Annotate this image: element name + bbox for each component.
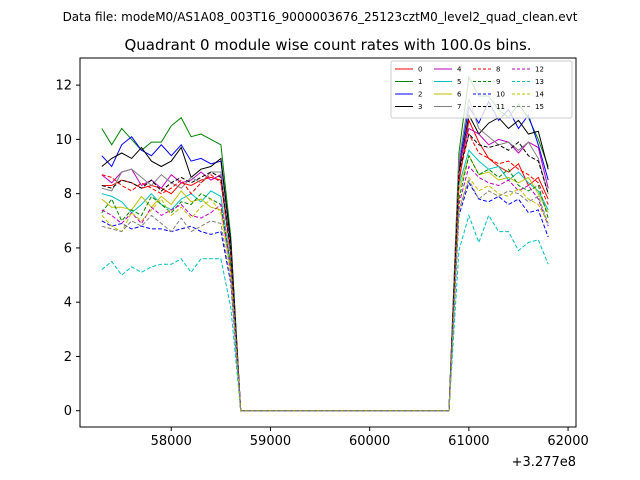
series-layer <box>101 75 549 412</box>
legend-label-0: 0 <box>418 66 422 74</box>
x-tick-label: 58000 <box>151 434 192 449</box>
legend-label-4: 4 <box>457 66 462 74</box>
legend-label-15: 15 <box>535 103 544 111</box>
y-tick-label: 4 <box>64 296 72 311</box>
legend-label-6: 6 <box>457 91 462 99</box>
x-tick-label: 62000 <box>547 434 588 449</box>
y-tick-label: 12 <box>55 79 72 94</box>
legend-label-12: 12 <box>535 66 544 74</box>
y-tick-label: 8 <box>64 187 72 202</box>
legend-label-13: 13 <box>535 78 544 86</box>
x-axis-ticks: 58000 59000 60000 61000 62000 <box>151 427 589 449</box>
legend-box <box>390 60 573 119</box>
legend-label-10: 10 <box>496 91 505 99</box>
legend-label-7: 7 <box>457 103 461 111</box>
y-tick-label: 6 <box>64 241 72 256</box>
legend-label-3: 3 <box>418 103 422 111</box>
y-tick-label: 0 <box>64 404 72 419</box>
legend-label-8: 8 <box>496 66 500 74</box>
x-tick-label: 61000 <box>448 434 489 449</box>
series-line-12 <box>101 165 549 412</box>
series-line-11 <box>101 132 549 412</box>
legend-label-5: 5 <box>457 78 461 86</box>
x-tick-label: 59000 <box>250 434 291 449</box>
legend-label-11: 11 <box>496 103 505 111</box>
legend-label-1: 1 <box>418 78 422 86</box>
legend-label-14: 14 <box>535 91 544 99</box>
legend-label-2: 2 <box>418 91 422 99</box>
chart-title: Quadrant 0 module wise count rates with … <box>124 36 531 54</box>
suptitle: Data file: modeM0/AS1A08_003T16_90000036… <box>63 10 578 24</box>
plot-area <box>80 58 576 427</box>
x-offset-label: +3.277e8 <box>512 455 576 470</box>
plot-frame <box>79 57 577 428</box>
y-tick-label: 10 <box>55 133 72 148</box>
y-axis-ticks: 0 2 4 6 8 10 12 <box>55 79 80 419</box>
y-tick-label: 2 <box>64 350 72 365</box>
series-line-15 <box>101 178 549 412</box>
x-tick-label: 60000 <box>349 434 390 449</box>
legend-label-9: 9 <box>496 78 500 86</box>
